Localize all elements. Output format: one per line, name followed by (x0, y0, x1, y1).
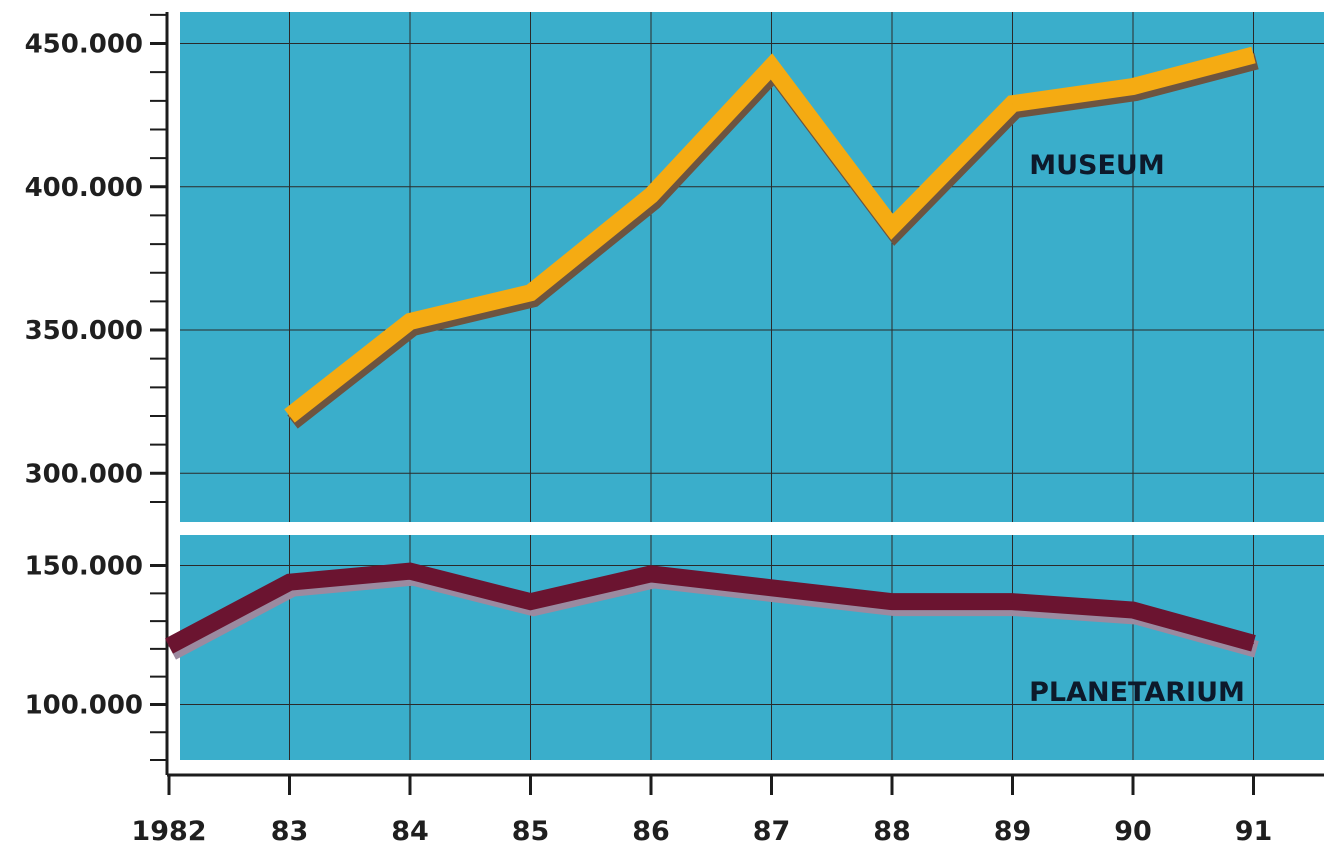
planetarium-data-point (771, 587, 772, 589)
x-tick-label: 90 (1114, 816, 1152, 847)
planetarium-data-point (1012, 601, 1013, 603)
planetarium-data-point (1253, 642, 1254, 644)
museum-data-point (891, 226, 893, 228)
x-tick-label: 85 (512, 816, 550, 847)
x-tick-label: 88 (873, 816, 911, 847)
museum-data-point (289, 415, 290, 417)
y-tick-label: 400.000 (25, 173, 143, 203)
x-tick-label: 1982 (131, 816, 206, 847)
y-tick-label: 450.000 (25, 30, 143, 60)
museum-data-point (1132, 85, 1134, 87)
y-tick-label: 350.000 (25, 316, 143, 346)
x-tick-label: 89 (994, 816, 1032, 847)
y-tick-label: 300.000 (25, 459, 143, 489)
planetarium-line (165, 562, 1256, 654)
x-tick-label: 91 (1235, 816, 1273, 847)
y-tick-label: 150.000 (25, 552, 143, 582)
grid-layer (180, 12, 1324, 760)
y-tick-label: 100.000 (25, 690, 143, 720)
museum-data-point (530, 292, 531, 294)
planetarium-data-point (168, 645, 170, 647)
series-label-museum: MUSEUM (1029, 150, 1164, 181)
x-tick-label: 84 (391, 816, 429, 847)
x-tick-label: 86 (632, 816, 670, 847)
museum-data-point (1012, 103, 1013, 105)
series-layer (165, 46, 1259, 660)
museum-data-point (409, 320, 411, 322)
planetarium-data-point (289, 581, 290, 583)
planetarium-data-point (1132, 609, 1134, 611)
x-tick-label: 83 (271, 816, 309, 847)
planetarium-data-point (409, 570, 411, 572)
series-label-planetarium: PLANETARIUM (1029, 677, 1245, 708)
planetarium-data-point (530, 601, 531, 603)
axis-layer: 300.000 350.000 400.000 450.000 100.000 150.0… (25, 12, 1324, 847)
planetarium-data-point (891, 601, 893, 603)
x-tick-label: 87 (753, 816, 791, 847)
planetarium-data-point (650, 573, 652, 575)
museum-data-point (650, 194, 652, 196)
museum-data-point (771, 65, 772, 67)
museum-data-point (1253, 54, 1254, 56)
